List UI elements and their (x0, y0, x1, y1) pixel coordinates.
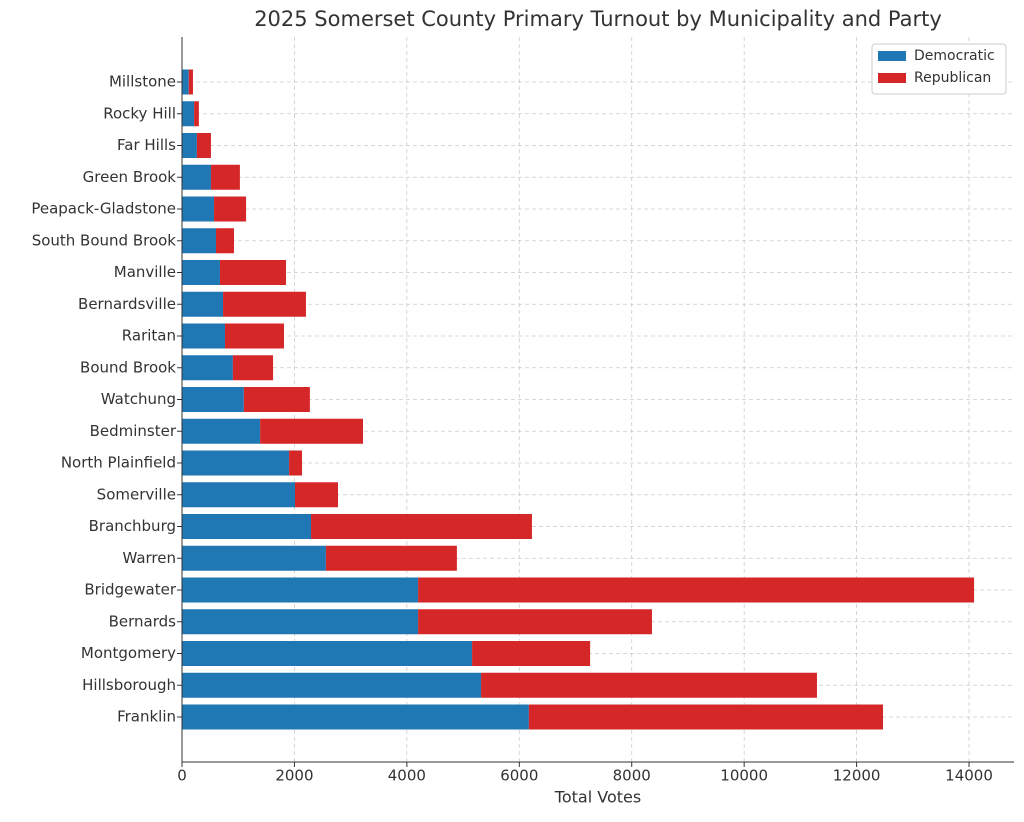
y-tick-label: Bernards (109, 612, 177, 630)
bar-segment (182, 323, 226, 349)
bar-segment (196, 133, 211, 158)
y-tick-label: Hillsborough (82, 676, 176, 694)
bar-segment (481, 672, 817, 698)
bar-segment (182, 418, 261, 444)
legend-label: Democratic (914, 48, 995, 64)
bar-segment (182, 196, 215, 222)
y-tick-label: Rocky Hill (103, 104, 176, 122)
y-tick-label: Manville (114, 263, 176, 281)
x-tick-label: 0 (177, 767, 187, 785)
bar-segment (188, 69, 193, 95)
bar-segment (325, 545, 457, 571)
y-tick-label: South Bound Brook (32, 231, 177, 249)
y-tick-label: Bound Brook (80, 358, 176, 376)
bar-segment (214, 196, 247, 222)
bar-segment (182, 260, 220, 285)
y-tick-label: Montgomery (81, 644, 176, 662)
bar-segment (216, 228, 234, 254)
bar-segment (182, 609, 419, 635)
bar-segment (182, 291, 224, 317)
bar-segment (182, 577, 419, 603)
bar-segment (225, 323, 285, 349)
x-tick-label: 10000 (720, 767, 768, 785)
y-tick-label: Branchburg (89, 517, 176, 535)
bar-segment (232, 355, 274, 381)
bar-segment (472, 641, 591, 666)
y-tick-label: Green Brook (83, 168, 177, 186)
y-tick-label: Franklin (117, 708, 176, 726)
legend-label: Republican (914, 70, 991, 86)
x-tick-label: 6000 (500, 767, 538, 785)
y-tick-label: Bridgewater (84, 581, 176, 599)
y-tick-label: Raritan (122, 327, 176, 345)
y-tick-label: Peapack-Gladstone (31, 200, 176, 218)
bar-segment (223, 291, 306, 317)
bar-segment (182, 69, 189, 95)
bar-segment (289, 450, 303, 476)
bar-segment (182, 641, 473, 666)
bar-segment (182, 133, 197, 158)
bar-segment (182, 704, 529, 730)
bar-segment (182, 450, 290, 476)
bar-segment (182, 672, 482, 698)
bar-segment (528, 704, 884, 730)
x-tick-label: 4000 (388, 767, 426, 785)
bar-segment (182, 228, 217, 254)
bar-segment (194, 101, 199, 127)
bar-segment (311, 514, 532, 539)
x-tick-label: 14000 (945, 767, 993, 785)
bar-segment (418, 609, 652, 635)
x-tick-label: 2000 (275, 767, 313, 785)
y-tick-label: Watchung (101, 390, 176, 408)
bar-segment (182, 482, 295, 508)
y-tick-label: Bedminster (90, 422, 177, 440)
bar-segment (260, 418, 364, 444)
bar-segment (210, 164, 240, 190)
bar-segment (182, 545, 326, 571)
y-tick-label: Somerville (97, 485, 176, 503)
y-tick-label: Millstone (109, 73, 176, 91)
bar-segment (418, 577, 975, 603)
bar-segment (182, 101, 195, 127)
bar-segment (219, 260, 286, 285)
bar-segment (182, 514, 312, 539)
legend-swatch (878, 51, 906, 61)
y-tick-label: Bernardsville (78, 295, 176, 313)
y-tick-label: Far Hills (117, 136, 176, 154)
bar-segment (182, 387, 244, 412)
y-tick-label: Warren (122, 549, 176, 567)
bar-segment (243, 387, 310, 412)
x-axis-label: Total Votes (554, 788, 641, 807)
chart-title: 2025 Somerset County Primary Turnout by … (254, 7, 942, 31)
bar-segment (182, 355, 233, 381)
x-tick-label: 12000 (833, 767, 881, 785)
bar-segment (182, 164, 211, 190)
bar-segment (294, 482, 338, 508)
y-tick-label: North Plainfield (61, 454, 176, 472)
x-tick-label: 8000 (613, 767, 651, 785)
legend-swatch (878, 73, 906, 83)
